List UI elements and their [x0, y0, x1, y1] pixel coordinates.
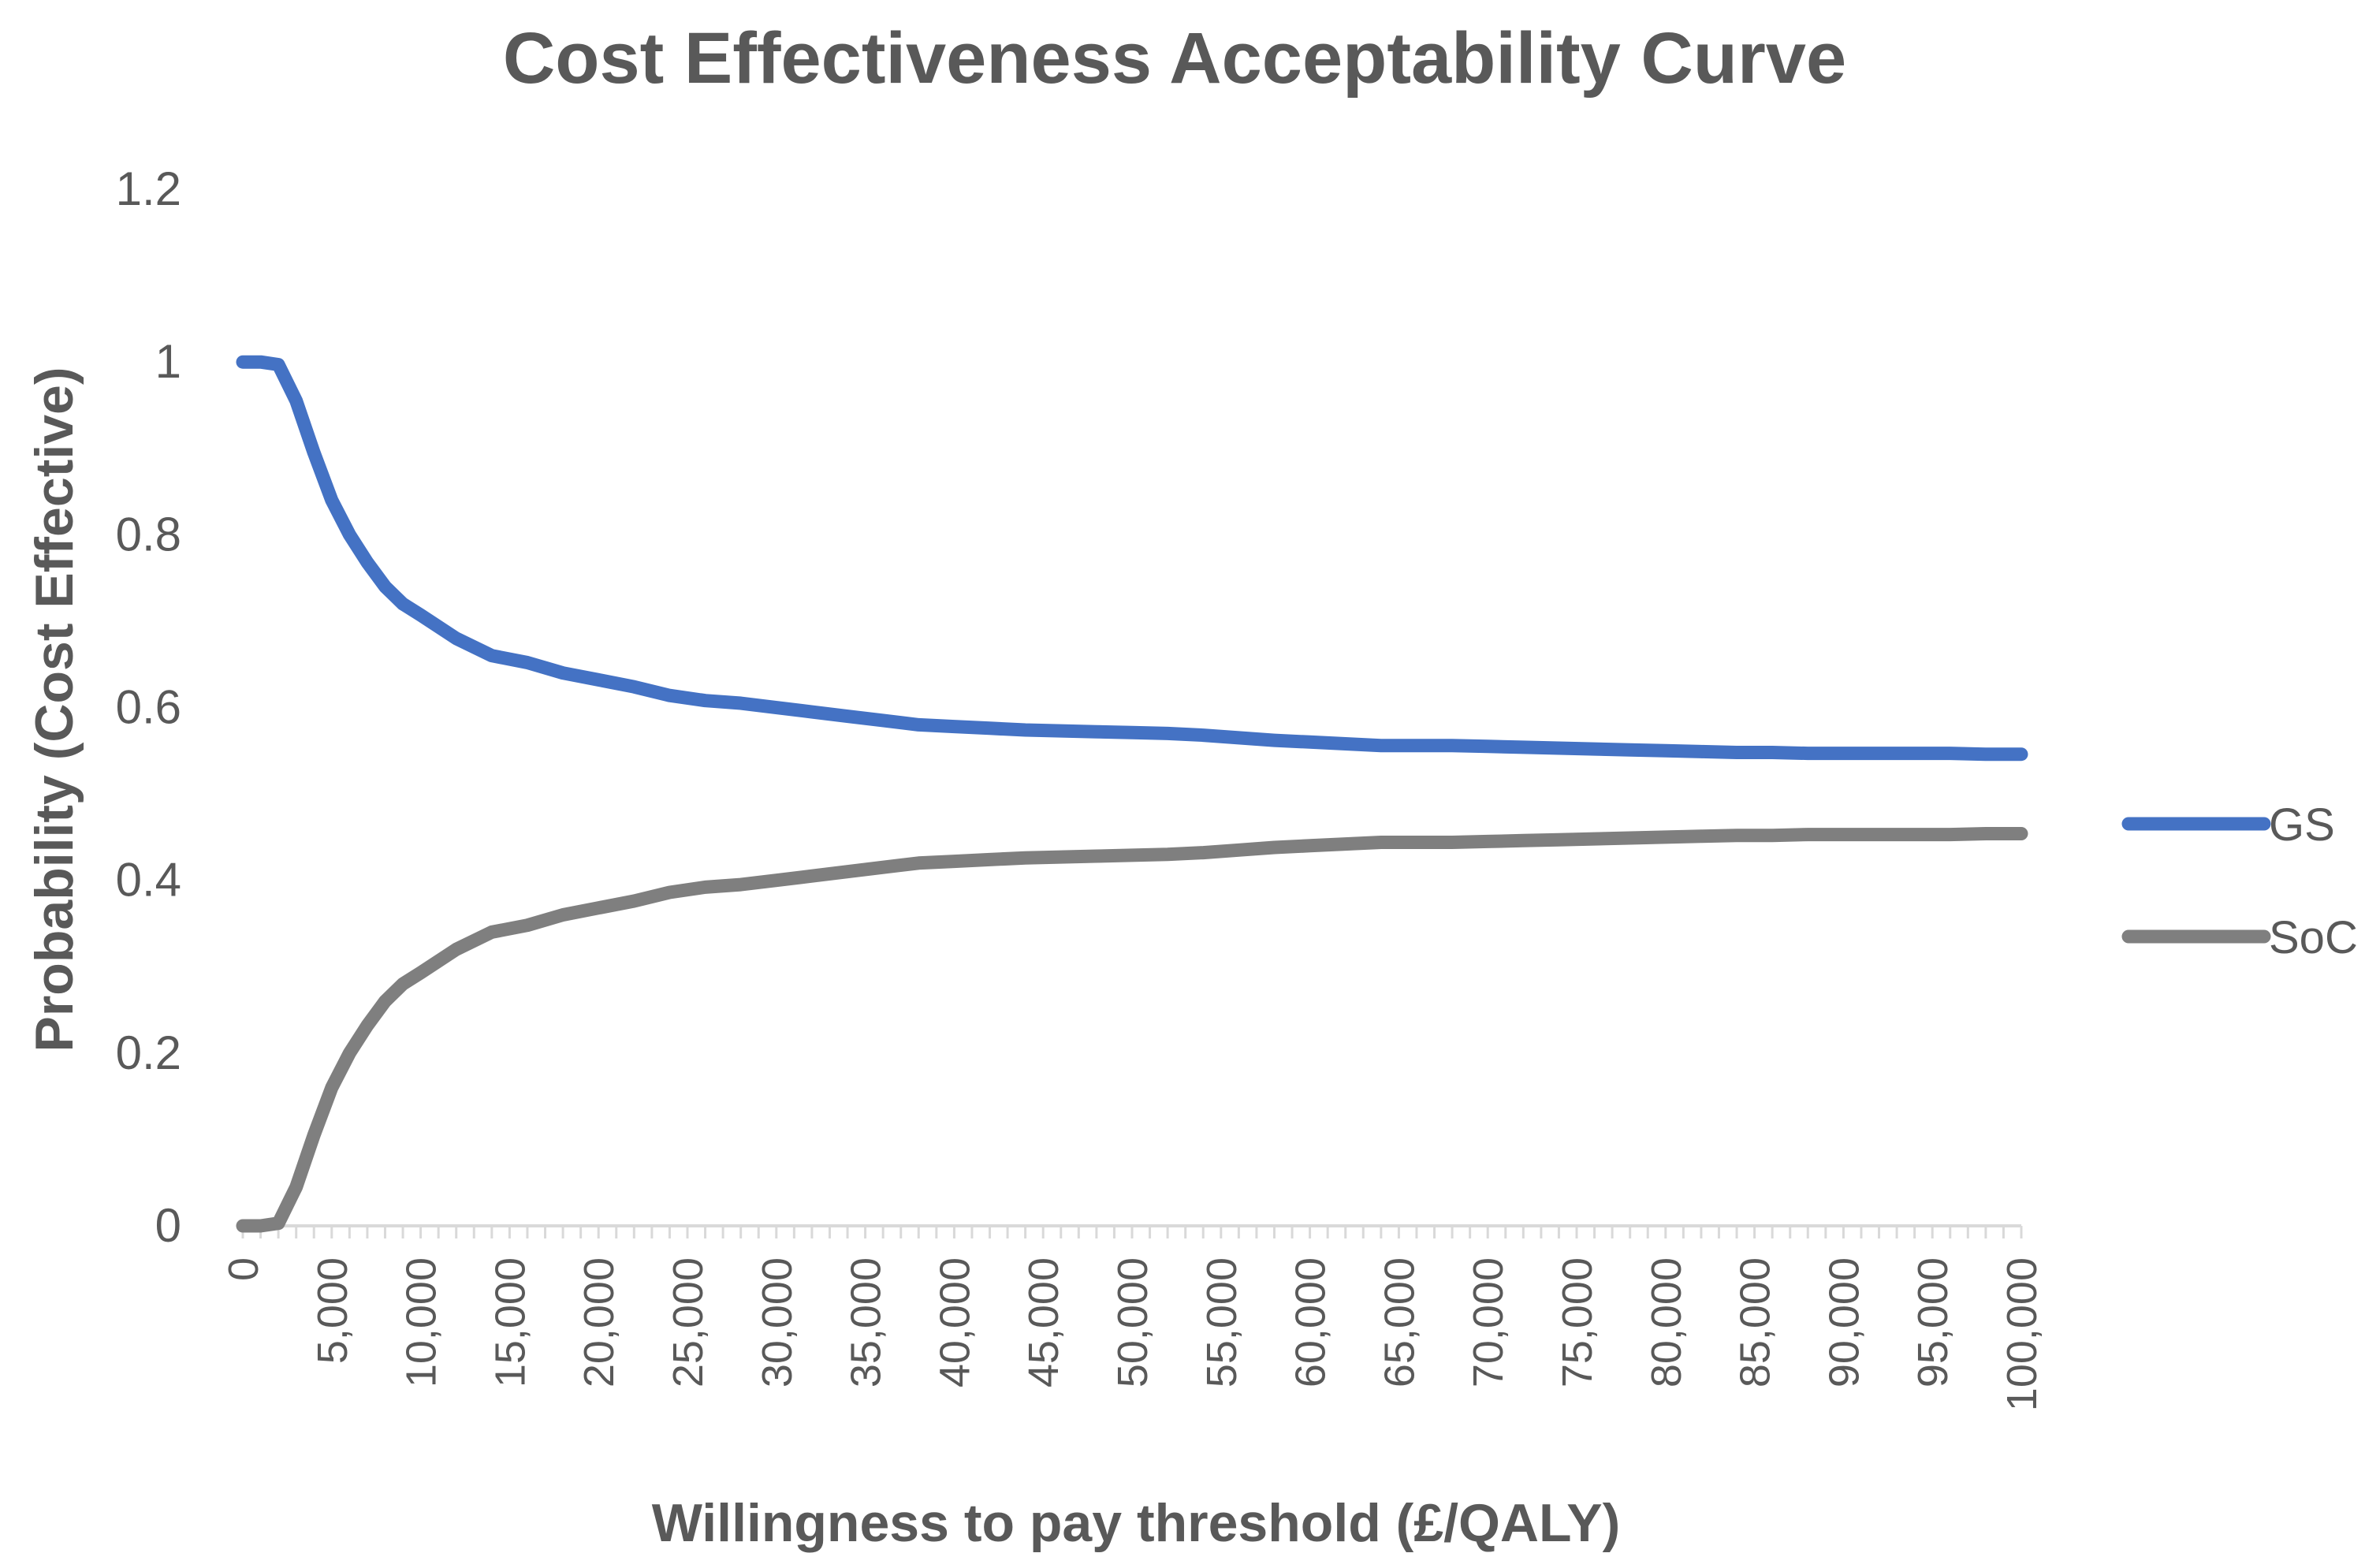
chart-title: Cost Effectiveness Acceptability Curve — [503, 18, 1846, 99]
x-tick-label: 85,000 — [1732, 1257, 1779, 1387]
x-tick-label: 5,000 — [309, 1257, 356, 1364]
series-line-gs — [236, 355, 2028, 762]
y-tick-label: 0 — [155, 1199, 181, 1252]
x-tick-label: 75,000 — [1554, 1257, 1601, 1387]
y-tick-label: 0.2 — [116, 1026, 181, 1079]
x-tick-label: 0 — [220, 1257, 267, 1281]
x-axis: 0 5,000 10,000 15,000 20,000 25,000 30,000 35,0… — [220, 1224, 2046, 1411]
x-tick-label: 55,000 — [1198, 1257, 1246, 1387]
legend: GS SoC — [2121, 799, 2358, 963]
x-tick-label: 90,000 — [1820, 1257, 1868, 1387]
legend-label-soc: SoC — [2269, 912, 2358, 963]
x-tick-label: 70,000 — [1465, 1257, 1512, 1387]
x-tick-label: 50,000 — [1109, 1257, 1156, 1387]
x-tick-label: 35,000 — [843, 1257, 890, 1387]
y-tick-label: 1.2 — [116, 162, 181, 215]
x-tick-label: 20,000 — [575, 1257, 623, 1387]
x-tick-label: 30,000 — [754, 1257, 801, 1387]
x-axis-title: Willingness to pay threshold (£/QALY) — [652, 1493, 1621, 1553]
x-tick-label: 40,000 — [931, 1257, 978, 1387]
y-tick-label: 1 — [155, 335, 181, 388]
legend-label-gs: GS — [2269, 799, 2335, 851]
y-tick-label: 0.8 — [116, 508, 181, 561]
x-tick-label: 95,000 — [1909, 1257, 1957, 1387]
x-tick-label: 60,000 — [1287, 1257, 1335, 1387]
x-tick-label: 80,000 — [1643, 1257, 1690, 1387]
x-tick-label: 45,000 — [1020, 1257, 1067, 1387]
x-tick-label: 15,000 — [486, 1257, 534, 1387]
y-tick-label: 0.4 — [116, 854, 181, 907]
y-axis-title: Probability (Cost Effective) — [24, 367, 84, 1052]
y-axis-ticks: 0 0.2 0.4 0.6 0.8 1 1.2 — [116, 162, 181, 1252]
x-tick-label: 100,000 — [1998, 1257, 2046, 1411]
series-line-soc — [236, 827, 2028, 1233]
y-tick-label: 0.6 — [116, 681, 181, 734]
x-tick-label: 10,000 — [398, 1257, 445, 1387]
x-tick-label: 65,000 — [1376, 1257, 1423, 1387]
x-tick-label: 25,000 — [665, 1257, 712, 1387]
series-lines — [236, 355, 2028, 1233]
